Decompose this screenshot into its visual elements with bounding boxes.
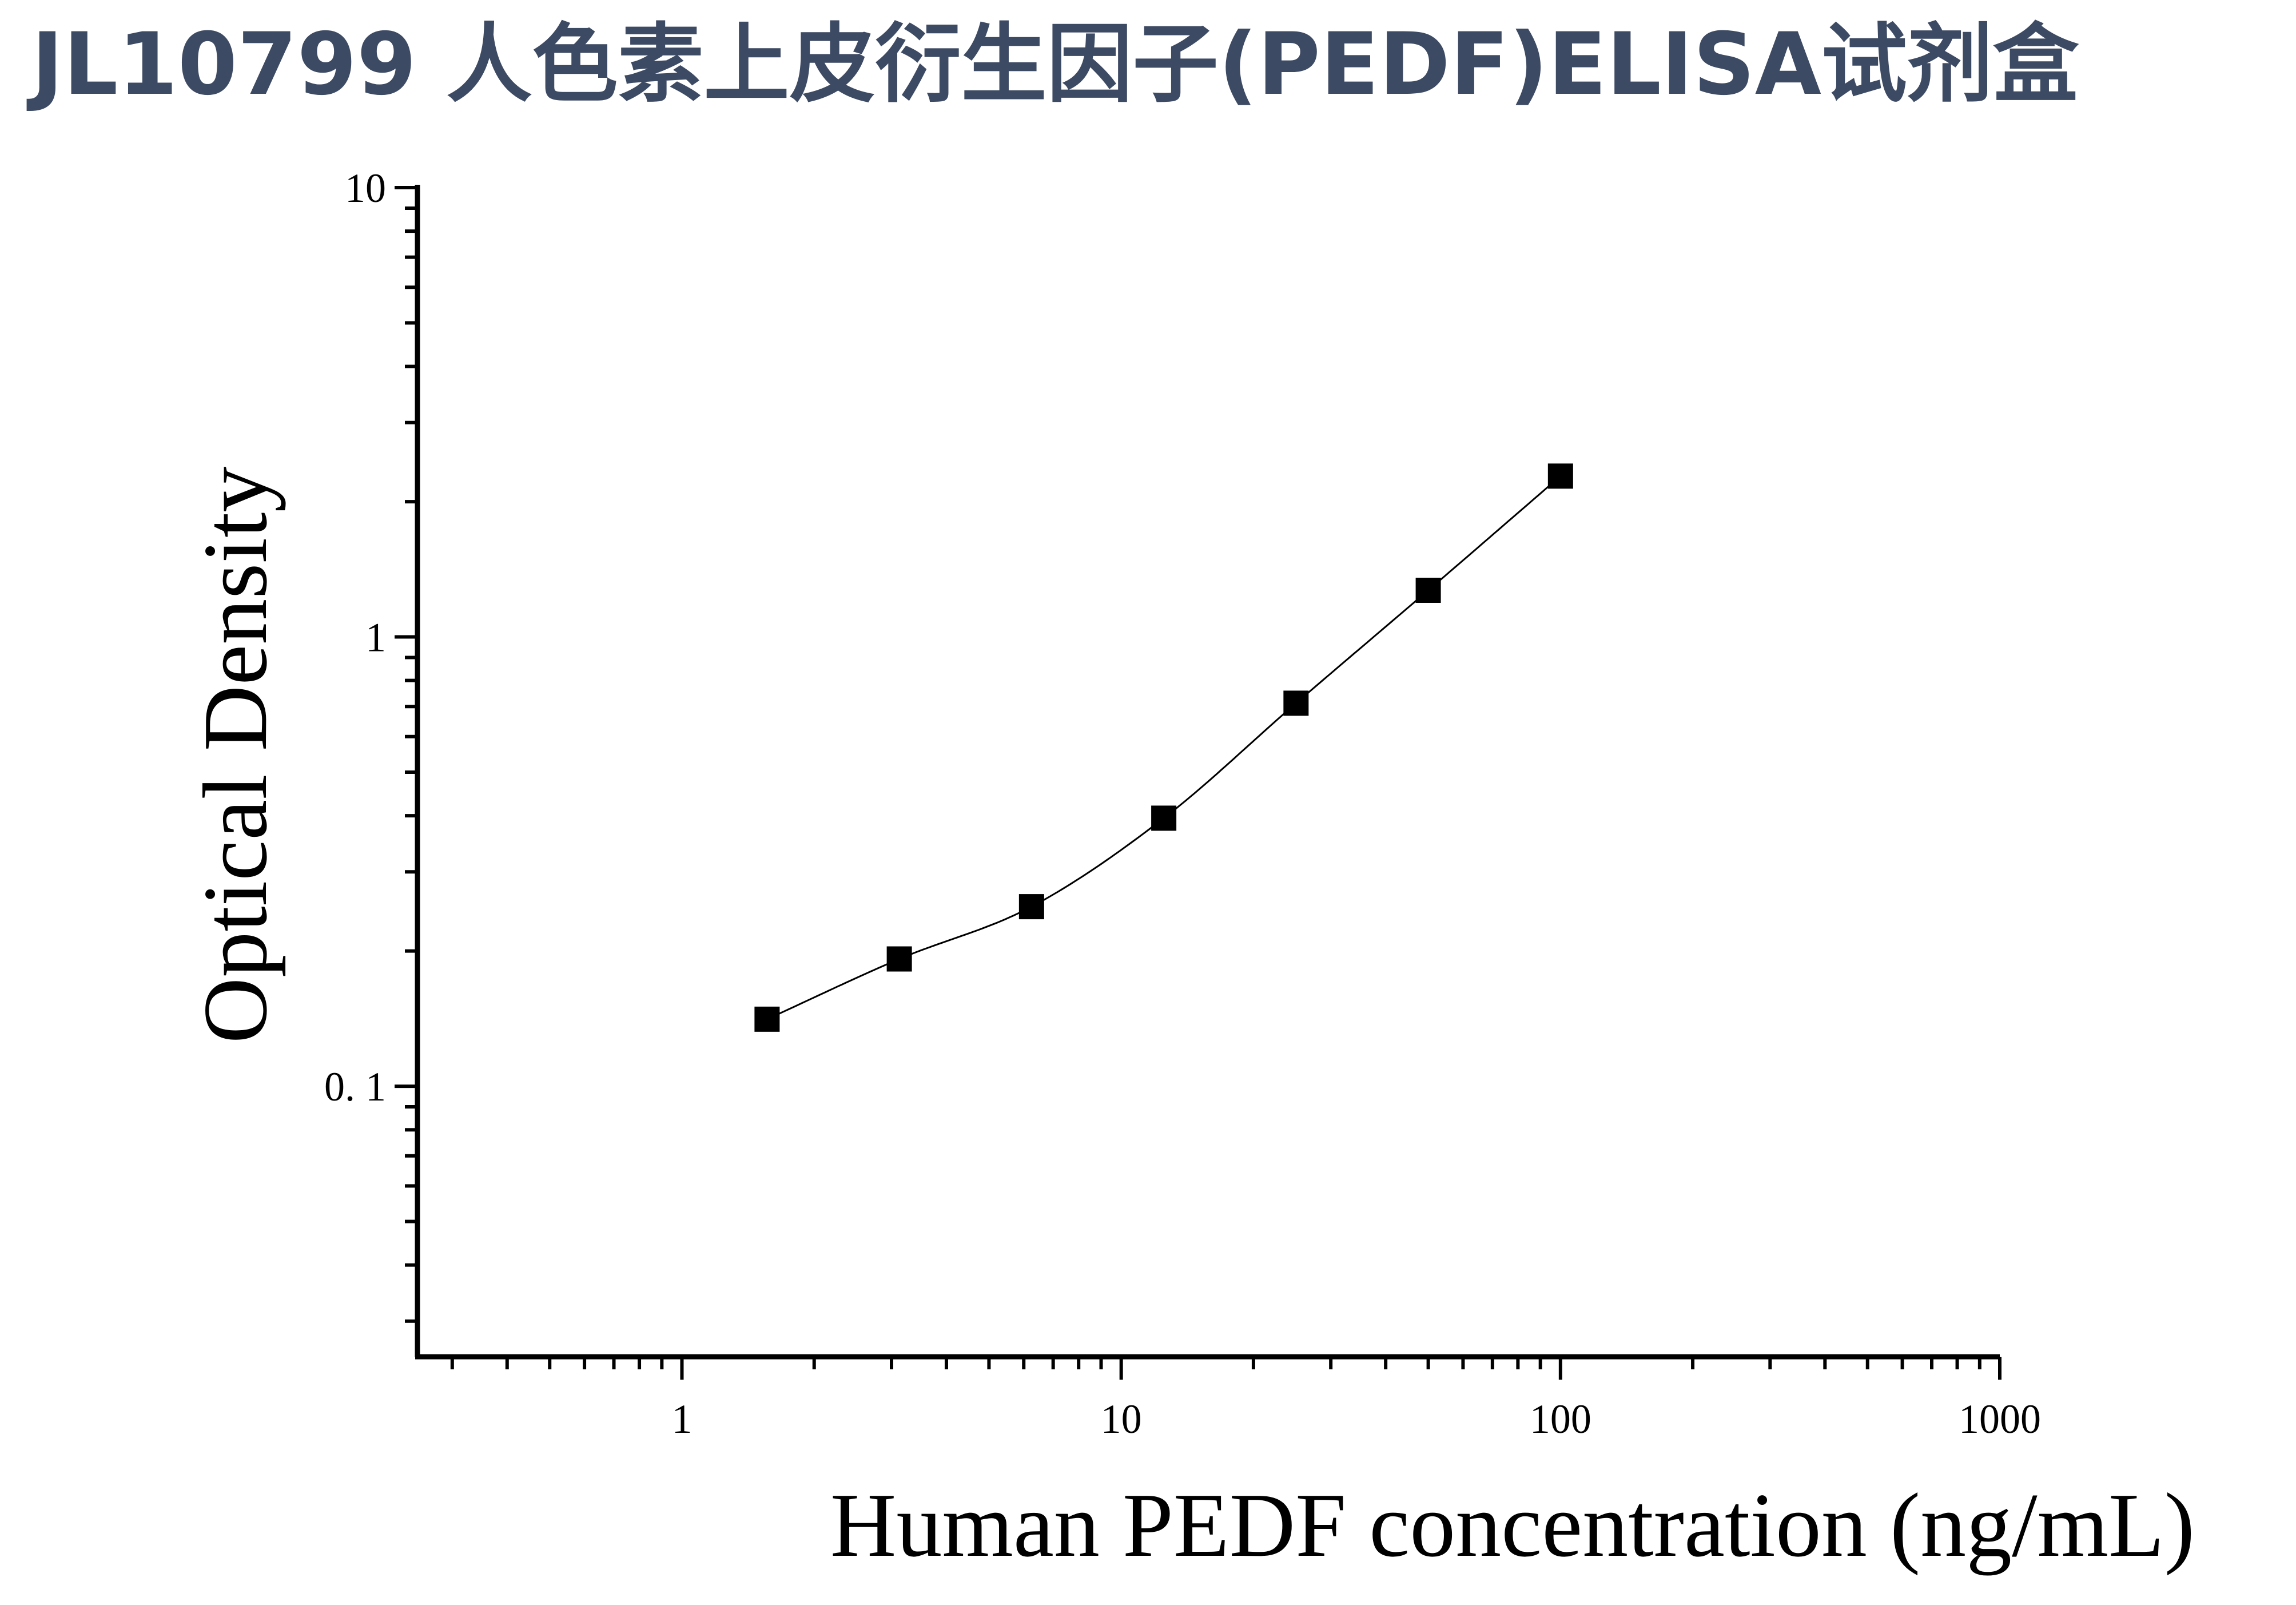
page-title: JL10799 人色素上皮衍生因子(PEDF)ELISA试剂盒 xyxy=(31,15,2079,114)
y-tick-label: 10 xyxy=(345,165,386,211)
y-tick-label: 1 xyxy=(365,615,386,661)
data-point xyxy=(754,1006,780,1032)
y-tick-label: 0. 1 xyxy=(324,1064,386,1110)
fit-curve-group xyxy=(766,475,1561,1020)
axes xyxy=(395,185,2001,1380)
data-point xyxy=(1547,463,1573,489)
data-point xyxy=(1283,690,1309,716)
x-tick-label: 10 xyxy=(1101,1396,1142,1442)
data-point xyxy=(886,946,912,972)
x-axis-title: Human PEDF concentration (ng/mL) xyxy=(830,1474,2195,1576)
data-point xyxy=(1018,894,1044,920)
x-tick-labels: 1 10 100 1000 xyxy=(671,1396,2041,1442)
x-tick-label: 1000 xyxy=(1959,1396,2041,1442)
fit-curve xyxy=(766,475,1561,1020)
x-tick-label: 100 xyxy=(1530,1396,1591,1442)
data-point xyxy=(1151,805,1177,831)
y-axis-title: Optical Density xyxy=(184,467,286,1044)
x-tick-label: 1 xyxy=(671,1396,692,1442)
data-point xyxy=(1415,577,1441,603)
y-tick-labels: 0. 1 1 10 xyxy=(324,165,386,1110)
data-points xyxy=(754,463,1573,1032)
